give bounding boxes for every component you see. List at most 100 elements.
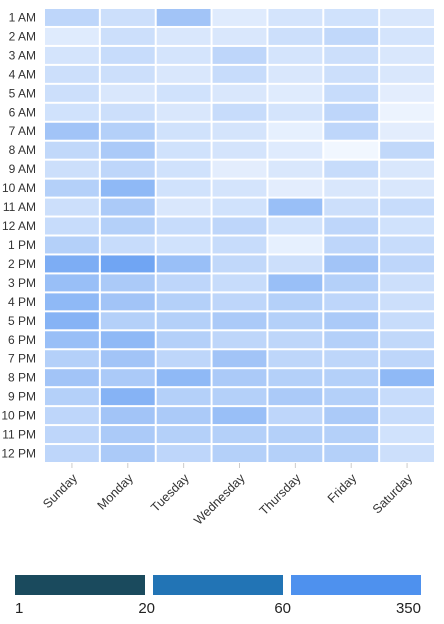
heatmap-cell-thursday-9-am [268,160,323,178]
row-label: 3 AM [9,48,36,62]
heatmap-cell-saturday-1-am [380,9,434,26]
heatmap-cell-tuesday-2-am [156,27,211,45]
heatmap-cell-monday-4-pm [100,293,155,311]
heatmap-cell-tuesday-4-pm [156,293,211,311]
heatmap-cell-wednesday-5-pm [212,312,267,330]
row-label: 7 PM [8,352,36,366]
heatmap-cell-thursday-4-pm [268,293,323,311]
heatmap-cell-thursday-8-am [268,141,323,159]
heatmap-cell-thursday-2-am [268,27,323,45]
heatmap-cell-wednesday-4-pm [212,293,267,311]
row-label: 4 PM [8,295,36,309]
heatmap-cell-monday-4-am [100,65,155,83]
heatmap-cell-thursday-6-pm [268,331,323,349]
row-label: 10 PM [1,409,36,423]
heatmap-cell-saturday-4-pm [380,293,434,311]
heatmap-cell-monday-10-pm [100,407,155,425]
heatmap-cell-wednesday-8-am [212,141,267,159]
heatmap-cell-sunday-1-am [45,9,99,26]
heatmap-cell-monday-2-am [100,27,155,45]
heatmap-cell-saturday-9-am [380,160,434,178]
column-label: Saturday [370,471,416,517]
heatmap-cell-sunday-12-pm [45,445,99,462]
heatmap-cell-monday-8-pm [100,369,155,387]
heatmap-cell-tuesday-8-am [156,141,211,159]
heatmap-cell-thursday-1-pm [268,236,323,254]
heatmap-cell-thursday-3-am [268,46,323,64]
heatmap-cell-wednesday-8-pm [212,369,267,387]
heatmap-cell-sunday-2-am [45,27,99,45]
heatmap-cell-tuesday-8-pm [156,369,211,387]
heatmap-cell-saturday-8-am [380,141,434,159]
legend-swatch [153,575,283,595]
heatmap-cell-tuesday-7-pm [156,350,211,368]
heatmap-cell-monday-8-am [100,141,155,159]
heatmap-cell-tuesday-10-pm [156,407,211,425]
row-label: 8 AM [9,143,36,157]
heatmap-cell-monday-12-am [100,217,155,235]
legend-tick-label: 20 [138,600,155,617]
heatmap-cell-friday-9-am [324,160,379,178]
heatmap-cell-saturday-11-pm [380,426,434,444]
heatmap-cell-tuesday-12-am [156,217,211,235]
row-label: 1 AM [9,10,36,24]
heatmap-cell-saturday-2-am [380,27,434,45]
legend-swatch [15,575,145,595]
heatmap-cell-tuesday-6-am [156,103,211,121]
heatmap-cell-saturday-4-am [380,65,434,83]
heatmap-cell-thursday-11-am [268,198,323,216]
heatmap-cell-tuesday-9-pm [156,388,211,406]
heatmap-cell-friday-11-pm [324,426,379,444]
heatmap-cell-saturday-6-pm [380,331,434,349]
heatmap-cell-wednesday-10-pm [212,407,267,425]
heatmap-cell-monday-5-pm [100,312,155,330]
heatmap-cell-monday-9-pm [100,388,155,406]
heatmap-cell-tuesday-1-pm [156,236,211,254]
heatmap-cell-friday-2-am [324,27,379,45]
row-label: 9 PM [8,390,36,404]
heatmap-cell-thursday-12-am [268,217,323,235]
heatmap-cell-friday-8-pm [324,369,379,387]
heatmap-cell-saturday-12-pm [380,445,434,462]
heatmap-cell-monday-1-pm [100,236,155,254]
heatmap-cell-saturday-11-am [380,198,434,216]
heatmap-cell-sunday-12-am [45,217,99,235]
heatmap-cell-friday-7-am [324,122,379,140]
heatmap-cell-tuesday-3-pm [156,274,211,292]
heatmap-cell-thursday-5-am [268,84,323,102]
column-label: Wednesday [191,471,248,528]
heatmap-cell-tuesday-5-pm [156,312,211,330]
heatmap-cell-thursday-9-pm [268,388,323,406]
heatmap-cell-thursday-10-am [268,179,323,197]
heatmap-cell-thursday-7-pm [268,350,323,368]
heatmap-cell-sunday-6-am [45,103,99,121]
heatmap-cell-friday-5-pm [324,312,379,330]
heatmap-cell-sunday-5-pm [45,312,99,330]
heatmap-cell-tuesday-3-am [156,46,211,64]
heatmap-cell-sunday-11-pm [45,426,99,444]
row-label: 11 PM [2,428,36,442]
heatmap-cell-sunday-10-am [45,179,99,197]
heatmap-cell-thursday-2-pm [268,255,323,273]
row-label: 4 AM [9,67,36,81]
heatmap-cell-sunday-3-am [45,46,99,64]
heatmap-cell-saturday-2-pm [380,255,434,273]
heatmap-cell-thursday-3-pm [268,274,323,292]
column-labels: Sunday Monday Tuesday Wednesday Thursday Frid… [40,463,416,528]
heatmap-cell-sunday-9-pm [45,388,99,406]
heatmap-cell-sunday-3-pm [45,274,99,292]
heatmap-cell-wednesday-2-pm [212,255,267,273]
heatmap-cell-tuesday-12-pm [156,445,211,462]
heatmap-cell-friday-8-am [324,141,379,159]
heatmap-cell-wednesday-12-am [212,217,267,235]
heatmap-cell-monday-10-am [100,179,155,197]
heatmap-cell-saturday-1-pm [380,236,434,254]
heatmap-cell-wednesday-1-pm [212,236,267,254]
heatmap-cell-thursday-8-pm [268,369,323,387]
heatmap-cell-saturday-6-am [380,103,434,121]
heatmap-cell-thursday-6-am [268,103,323,121]
heatmap-cell-monday-11-am [100,198,155,216]
heatmap-cell-sunday-4-am [45,65,99,83]
heatmap-cell-monday-7-am [100,122,155,140]
heatmap-cell-friday-4-pm [324,293,379,311]
